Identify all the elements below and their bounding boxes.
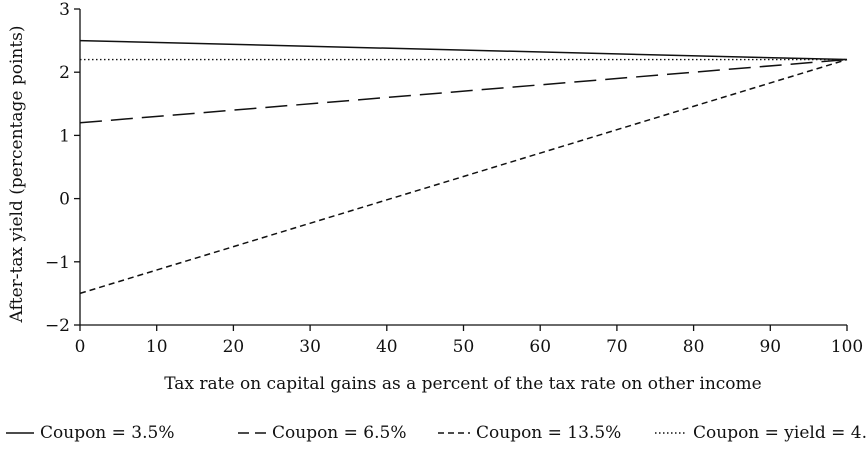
y-tick-label: −1: [45, 253, 70, 273]
x-tick-label: 60: [529, 337, 551, 357]
series-line-2: [79, 58, 848, 124]
series-line-1: [79, 39, 848, 61]
x-tick-label: 10: [146, 337, 168, 357]
x-tick-label: 90: [759, 337, 781, 357]
x-tick-label: 20: [223, 337, 245, 357]
y-tick-label: −2: [45, 316, 70, 336]
y-tick-label: 3: [59, 0, 70, 20]
x-axis-label: Tax rate on capital gains as a percent o…: [164, 374, 761, 394]
y-axis-label: After-tax yield (percentage points): [7, 25, 27, 323]
x-tick-label: 100: [831, 337, 863, 357]
series-group: [79, 39, 848, 295]
x-tick-label: 40: [376, 337, 398, 357]
legend-label-2: Coupon = 6.5%: [272, 423, 407, 443]
x-tick-label: 80: [683, 337, 705, 357]
legend-label-4: Coupon = yield = 4.1%: [693, 423, 867, 443]
x-tick-label: 50: [453, 337, 475, 357]
x-tick-label: 0: [75, 337, 86, 357]
legend-label-3: Coupon = 13.5%: [476, 423, 621, 443]
series-line-3: [79, 58, 848, 295]
y-tick-label: 1: [59, 126, 70, 146]
y-tick-label: 2: [59, 63, 70, 83]
legend-label-1: Coupon = 3.5%: [40, 423, 175, 443]
y-tick-label: 0: [59, 190, 70, 210]
x-tick-label: 30: [299, 337, 321, 357]
x-tick-label: 70: [606, 337, 628, 357]
legend: Coupon = 3.5% Coupon = 6.5% Coupon = 13.5%…: [6, 423, 867, 443]
